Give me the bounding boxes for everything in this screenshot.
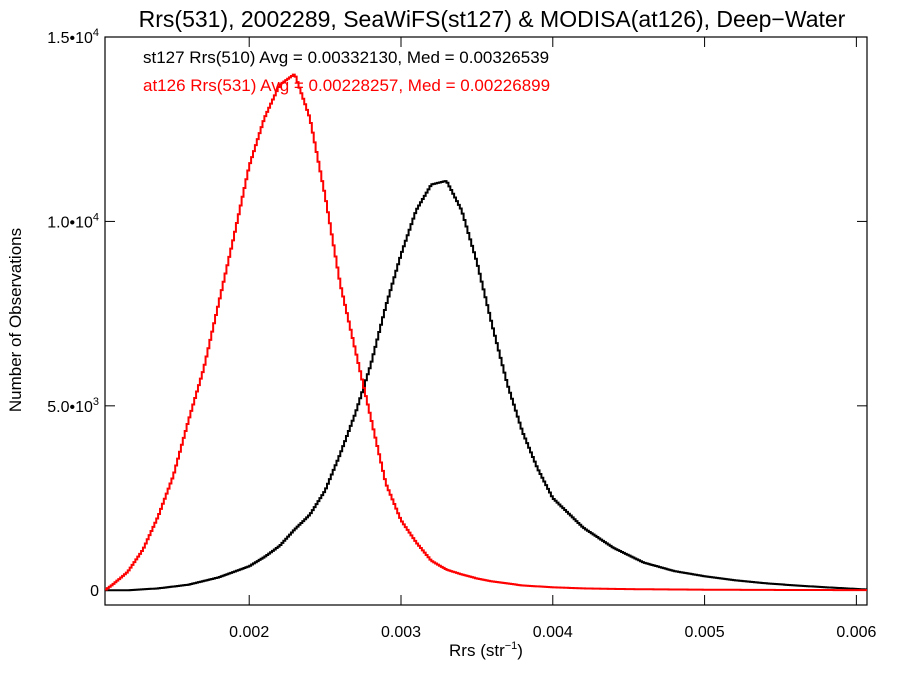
legend-entry-2: at126 Rrs(531) Avg = 0.00228257, Med = 0… xyxy=(143,76,550,95)
histogram-series-1-line xyxy=(105,180,867,592)
x-tick-label: 0.005 xyxy=(685,624,725,641)
x-axis-label-superscript: −1 xyxy=(505,640,518,652)
histogram-series xyxy=(105,73,867,592)
x-tick-label: 0.004 xyxy=(533,624,573,641)
chart-title: Rrs(531), 2002289, SeaWiFS(st127) & MODI… xyxy=(139,6,846,32)
plot-frame xyxy=(104,36,868,606)
y-tick-label: 1.0•104 xyxy=(47,211,99,231)
y-tick-label: 1.5•104 xyxy=(47,27,99,47)
legend-entry-1: st127 Rrs(510) Avg = 0.00332130, Med = 0… xyxy=(143,48,549,67)
x-tick-label: 0.003 xyxy=(381,624,421,641)
y-tick-label: 5.0•103 xyxy=(47,396,99,416)
axis-ticks: 0.002 0.003 0.004 0.005 0.006 0 5.0•103 1.0•104… xyxy=(47,27,876,641)
histogram-series-2-line xyxy=(105,73,867,592)
x-axis-label: Rrs (str−1) xyxy=(449,640,523,660)
y-axis-label: Number of Observations xyxy=(6,228,25,412)
x-tick-label: 0.002 xyxy=(229,624,269,641)
y-tick-label: 0 xyxy=(90,583,99,600)
chart-legend: st127 Rrs(510) Avg = 0.00332130, Med = 0… xyxy=(143,48,550,95)
x-tick-label: 0.006 xyxy=(836,624,876,641)
